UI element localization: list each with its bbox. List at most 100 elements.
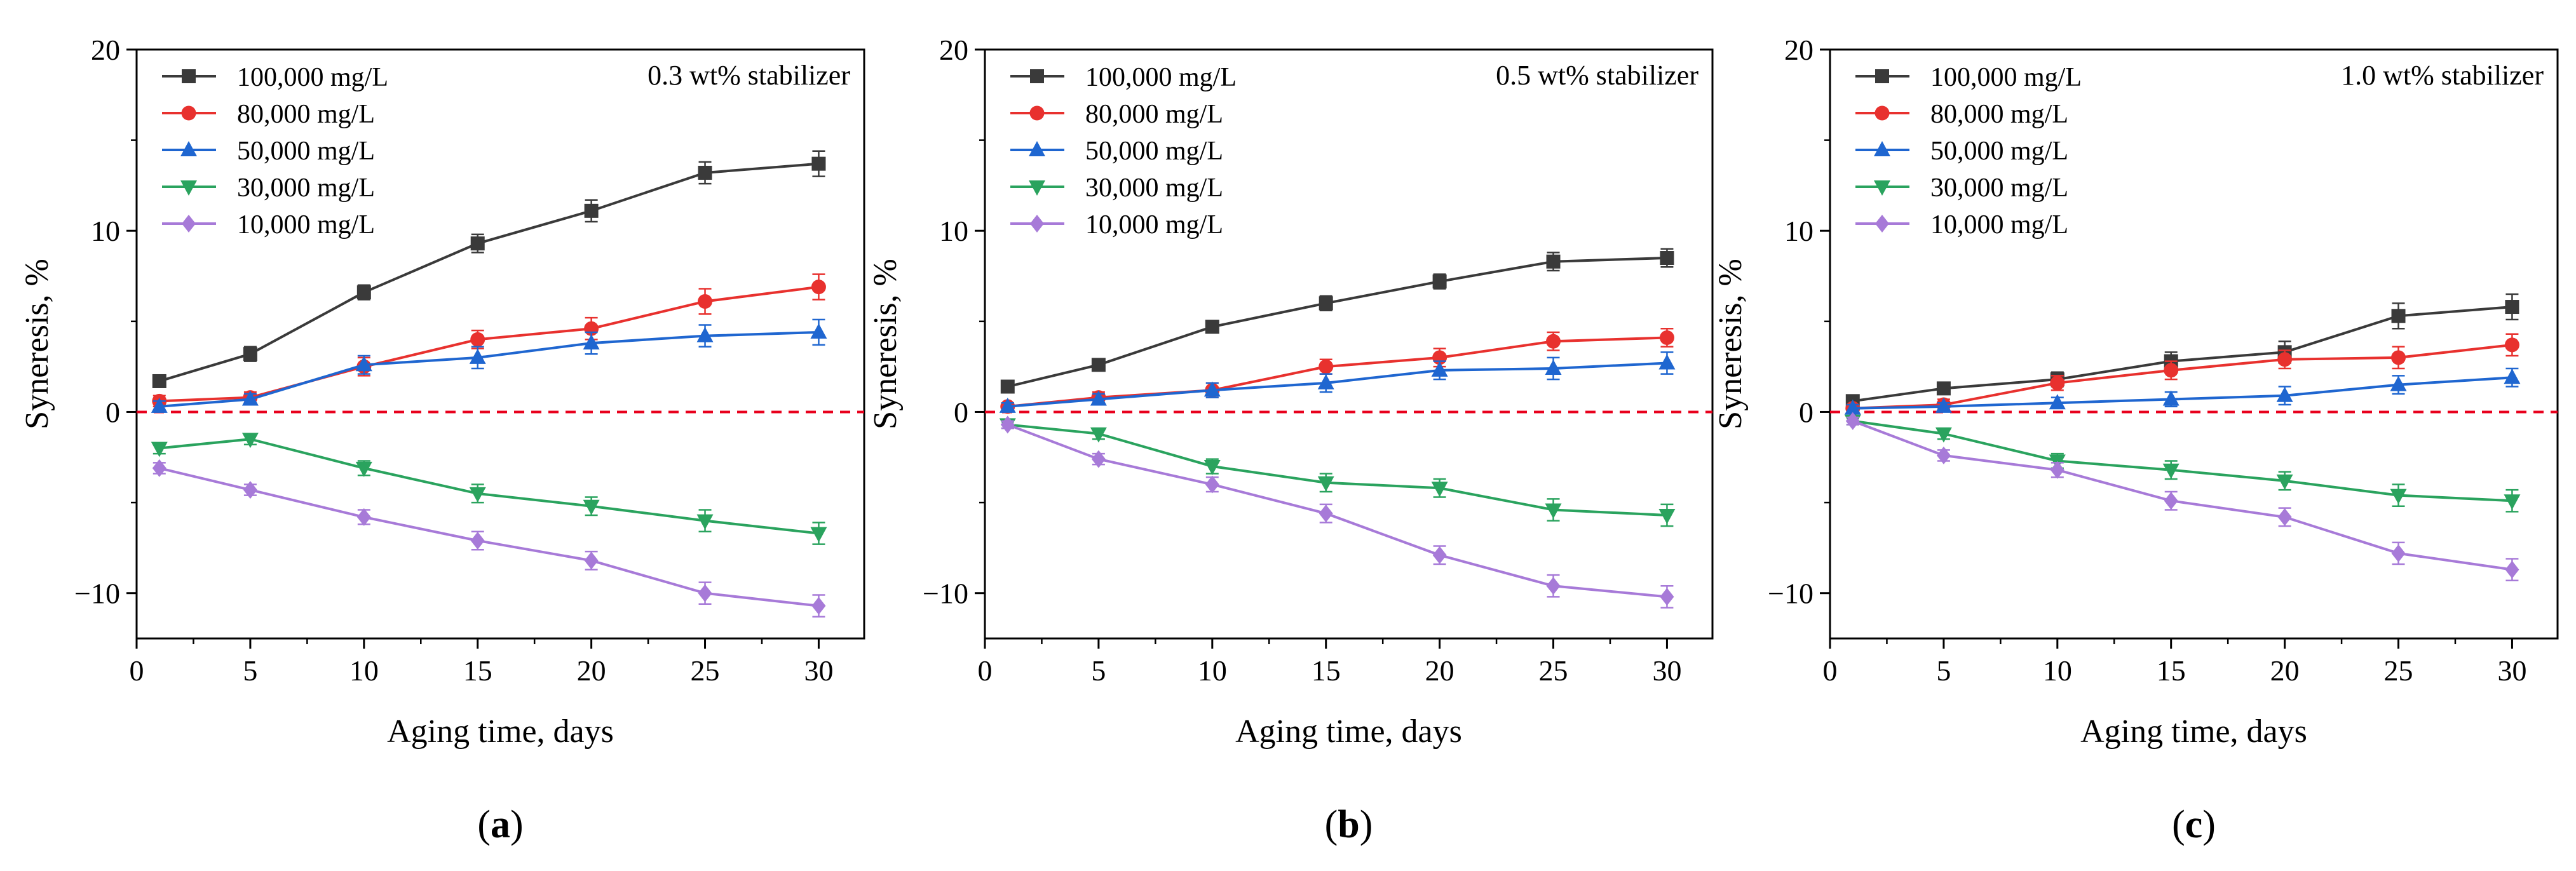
data-point bbox=[469, 487, 486, 503]
data-point bbox=[811, 597, 826, 615]
series-line bbox=[1007, 336, 1667, 408]
legend-marker bbox=[1030, 69, 1044, 83]
data-point bbox=[2162, 463, 2179, 479]
data-point bbox=[1431, 361, 1448, 377]
legend-marker bbox=[1874, 105, 1890, 121]
data-point bbox=[2049, 394, 2066, 410]
data-point bbox=[1203, 381, 1221, 397]
x-tick-label: 15 bbox=[463, 654, 492, 687]
data-point bbox=[152, 459, 166, 477]
legend-marker bbox=[180, 141, 197, 156]
legend-marker bbox=[181, 105, 196, 121]
data-point bbox=[1545, 503, 1562, 519]
data-point bbox=[356, 285, 371, 300]
data-point bbox=[1545, 360, 1562, 375]
plot-frame bbox=[1829, 48, 2559, 640]
data-point bbox=[1317, 476, 1334, 492]
legend-marker bbox=[180, 180, 197, 196]
x-tick-label: 0 bbox=[130, 654, 144, 687]
panel-annotation: 0.3 wt% stabilizer bbox=[647, 60, 850, 91]
legend-marker bbox=[182, 69, 196, 83]
data-point bbox=[810, 527, 827, 543]
data-point bbox=[2505, 560, 2519, 579]
data-point bbox=[2164, 492, 2178, 510]
data-point bbox=[1658, 354, 1676, 370]
y-tick-label: −10 bbox=[74, 577, 120, 610]
x-tick-label: 5 bbox=[1091, 654, 1106, 687]
series-100-000-mg-l bbox=[152, 150, 826, 388]
legend-marker bbox=[1875, 215, 1889, 233]
panel-annotation: 1.0 wt% stabilizer bbox=[2341, 60, 2544, 91]
data-point bbox=[2277, 508, 2292, 526]
x-tick-label: 15 bbox=[2157, 654, 2186, 687]
data-point bbox=[1432, 274, 1447, 289]
data-point bbox=[243, 481, 257, 499]
x-tick-label: 5 bbox=[1936, 654, 1951, 687]
data-point bbox=[1319, 296, 1333, 311]
data-point bbox=[2505, 300, 2519, 314]
panel-label: (b) bbox=[1325, 803, 1373, 846]
x-tick-label: 20 bbox=[577, 654, 606, 687]
chart-panel-3: 0 5 10 15 20 25 30 −10 0 10 20 Aging time, days Syne… bbox=[1712, 34, 2559, 846]
legend: 100,000 mg/L 80,000 mg/L 50,000 mg/L 30,000… bbox=[1855, 63, 2082, 240]
series-30-000-mg-l bbox=[151, 433, 827, 545]
data-point bbox=[1431, 482, 1448, 497]
legend-label: 30,000 mg/L bbox=[1930, 173, 2068, 203]
data-point bbox=[1660, 251, 1674, 266]
y-tick-label: 10 bbox=[1784, 215, 1813, 247]
data-point bbox=[1203, 460, 1221, 476]
data-point bbox=[355, 461, 372, 477]
data-point bbox=[2390, 375, 2407, 391]
data-point bbox=[151, 442, 168, 457]
legend-label: 80,000 mg/L bbox=[1085, 100, 1223, 129]
series-line bbox=[159, 285, 819, 403]
legend-marker bbox=[1029, 141, 1045, 156]
series-line bbox=[1007, 361, 1667, 408]
data-point bbox=[1432, 546, 1447, 564]
series-line bbox=[159, 466, 819, 607]
data-point bbox=[2504, 494, 2521, 510]
panel-label: (a) bbox=[477, 803, 523, 846]
x-tick-label: 0 bbox=[978, 654, 993, 687]
data-point bbox=[1546, 334, 1561, 349]
legend: 100,000 mg/L 80,000 mg/L 50,000 mg/L 30,000… bbox=[1010, 63, 1237, 240]
series-50-000-mg-l bbox=[151, 318, 827, 413]
data-point bbox=[2164, 363, 2179, 378]
data-point bbox=[1091, 358, 1106, 372]
y-tick-label: 20 bbox=[939, 34, 968, 66]
legend-label: 30,000 mg/L bbox=[1085, 173, 1223, 203]
x-tick-label: 15 bbox=[1312, 654, 1341, 687]
legend: 100,000 mg/L 80,000 mg/L 50,000 mg/L 30,000… bbox=[162, 63, 388, 240]
legend-label: 50,000 mg/L bbox=[237, 137, 375, 166]
y-tick-label: 0 bbox=[954, 396, 968, 428]
data-point bbox=[241, 390, 259, 406]
x-tick-label: 25 bbox=[691, 654, 720, 687]
legend-label: 50,000 mg/L bbox=[1930, 137, 2068, 166]
y-tick-label: 20 bbox=[91, 34, 120, 66]
series-line bbox=[1852, 306, 2512, 403]
data-point bbox=[698, 165, 712, 180]
data-point bbox=[151, 397, 168, 413]
data-point bbox=[698, 294, 713, 309]
x-tick-label: 30 bbox=[1652, 654, 1681, 687]
data-point bbox=[584, 551, 599, 570]
data-point bbox=[2391, 350, 2406, 365]
legend-marker bbox=[182, 215, 196, 233]
data-point bbox=[243, 347, 257, 361]
data-point bbox=[1000, 415, 1015, 434]
data-point bbox=[2390, 489, 2407, 504]
data-point bbox=[1845, 412, 1860, 430]
data-point bbox=[1659, 330, 1674, 346]
x-tick-label: 10 bbox=[2043, 654, 2072, 687]
x-tick-label: 20 bbox=[1425, 654, 1454, 687]
data-point bbox=[1091, 450, 1106, 468]
data-point bbox=[241, 433, 259, 449]
plot-frame bbox=[135, 48, 865, 640]
series-10-000-mg-l bbox=[1000, 415, 1674, 609]
y-tick-label: −10 bbox=[923, 577, 968, 610]
panel-annotation: 0.5 wt% stabilizer bbox=[1496, 60, 1698, 91]
series-line bbox=[159, 438, 819, 535]
y-tick-label: −10 bbox=[1768, 577, 1813, 610]
x-axis-title: Aging time, days bbox=[2080, 713, 2307, 750]
